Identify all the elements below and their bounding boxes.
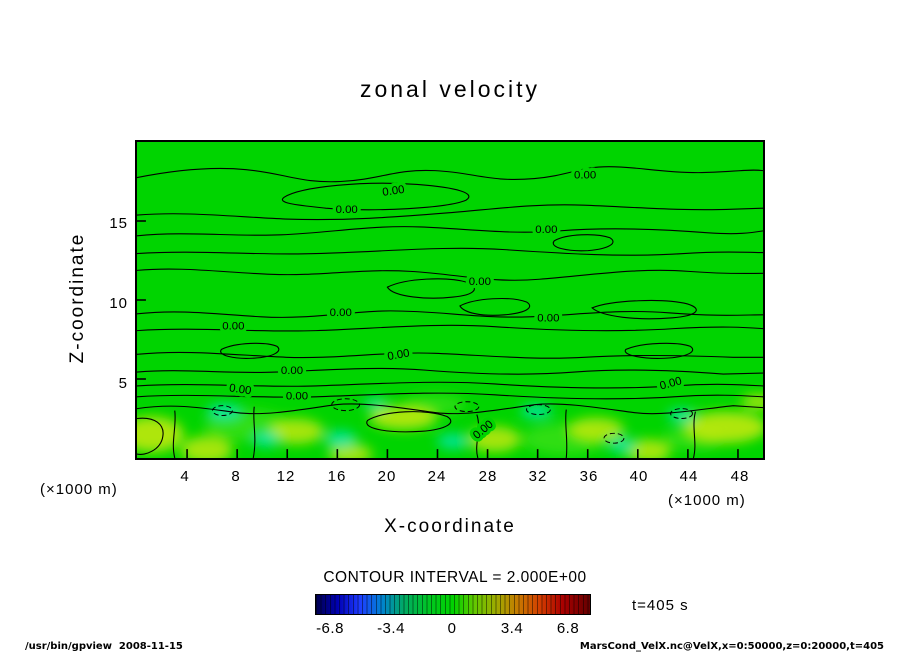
y-tick-5: 5	[118, 375, 128, 392]
x-axis-units: (×1000 m)	[668, 492, 746, 509]
x-tick-24: 24	[427, 468, 447, 485]
x-axis-label: X-coordinate	[384, 516, 516, 537]
contour-label: 0.00	[222, 321, 244, 333]
contour-loop	[624, 342, 694, 359]
y-tick-15: 15	[109, 215, 128, 232]
contour-line	[137, 310, 763, 318]
contour-line	[137, 351, 763, 359]
contour-label: 0.00	[281, 365, 303, 377]
x-tick-4: 4	[180, 468, 190, 485]
x-tick-32: 32	[528, 468, 548, 485]
x-tick-28: 28	[478, 468, 498, 485]
contour-loop	[386, 278, 475, 299]
colorbar-tick-neg68: -6.8	[316, 620, 344, 637]
x-tick-16: 16	[327, 468, 347, 485]
contour-label: 0.00	[574, 170, 596, 182]
colorbar-tick-34: 3.4	[500, 620, 524, 637]
x-tick-8: 8	[231, 468, 241, 485]
contour-label: 0.00	[535, 224, 557, 236]
contour-loop	[220, 342, 280, 359]
contour-line	[137, 226, 763, 237]
negative-contours	[212, 398, 693, 444]
contour-loop	[591, 299, 697, 320]
axis-ticks	[137, 220, 739, 458]
colorbar-tick-0: 0	[447, 620, 457, 637]
contour-loop	[459, 298, 531, 316]
contour-loop	[552, 234, 614, 252]
x-tick-48: 48	[730, 468, 750, 485]
contour-plot: 0.00 0.00 0.00 0.00 0.00 0.00 0.00 0.00 …	[135, 140, 765, 460]
contour-line	[137, 381, 763, 389]
contour-line	[137, 268, 763, 281]
contour-line	[252, 406, 256, 458]
contour-loop	[366, 411, 452, 433]
colorbar	[315, 594, 591, 615]
contour-loop	[137, 417, 164, 455]
contour-line	[137, 367, 763, 375]
x-tick-44: 44	[679, 468, 699, 485]
contour-line	[476, 414, 480, 458]
contour-line	[565, 409, 568, 458]
x-tick-36: 36	[579, 468, 599, 485]
x-tick-40: 40	[629, 468, 649, 485]
contour-line	[137, 324, 763, 332]
footer-command-date: /usr/bin/gpview 2008-11-15	[25, 641, 183, 652]
x-tick-12: 12	[276, 468, 296, 485]
colorbar-tick-neg34: -3.4	[377, 620, 405, 637]
contour-line	[172, 410, 176, 458]
plot-title: zonal velocity	[359, 76, 541, 102]
contour-line	[137, 247, 763, 256]
turbulence-blobs	[137, 393, 763, 458]
contour-label: 0.00	[286, 391, 308, 403]
contour-label: 0.00	[336, 204, 358, 216]
contour-line	[137, 392, 763, 400]
contour-line	[137, 204, 763, 221]
contour-lines	[137, 166, 763, 458]
contour-line	[692, 411, 696, 458]
y-axis-units: (×1000 m)	[40, 481, 118, 498]
y-tick-10: 10	[109, 295, 128, 312]
contour-label: 0.00	[469, 276, 491, 288]
time-label: t=405 s	[632, 597, 689, 614]
footer-file-info: MarsCond_VelX.nc@VelX,x=0:50000,z=0:2000…	[579, 641, 884, 652]
contour-interval-text: CONTOUR INTERVAL = 2.000E+00	[323, 569, 587, 586]
colorbar-tick-68: 6.8	[556, 620, 580, 637]
contour-svg: 0.00 0.00 0.00 0.00 0.00 0.00 0.00 0.00 …	[137, 142, 763, 458]
x-tick-20: 20	[377, 468, 397, 485]
contour-label: 0.00	[330, 307, 352, 319]
contour-line	[137, 166, 763, 183]
contour-loop	[281, 182, 470, 211]
contour-label: 0.00	[537, 313, 559, 325]
contour-line	[137, 403, 763, 415]
